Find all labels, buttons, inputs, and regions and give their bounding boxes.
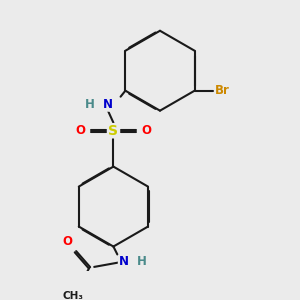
Text: N: N	[102, 98, 112, 111]
Text: N: N	[118, 255, 128, 268]
Text: S: S	[108, 124, 118, 138]
Text: H: H	[85, 98, 94, 111]
Text: Br: Br	[215, 84, 230, 97]
Text: H: H	[136, 255, 146, 268]
Text: O: O	[142, 124, 152, 137]
Text: O: O	[62, 235, 72, 248]
Text: O: O	[75, 124, 85, 137]
Text: CH₃: CH₃	[63, 291, 84, 300]
